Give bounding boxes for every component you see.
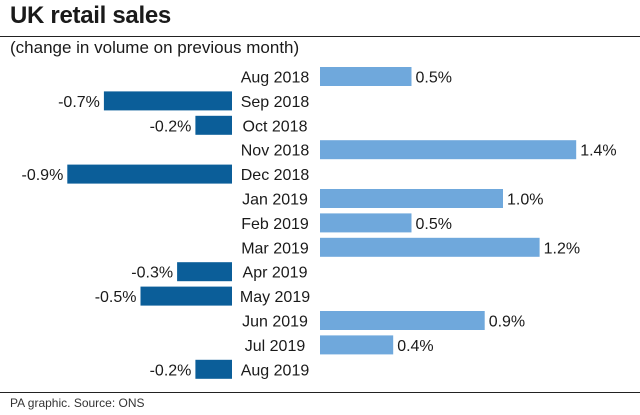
- bar-dec-2018: [67, 164, 232, 184]
- category-label: Mar 2019: [241, 240, 309, 257]
- bar-feb-2019: [320, 213, 412, 233]
- value-label: -0.9%: [22, 167, 64, 184]
- value-label: -0.2%: [150, 362, 192, 379]
- value-label: 0.5%: [416, 216, 452, 233]
- chart-subtitle: (change in volume on previous month): [10, 38, 300, 57]
- value-label: 1.4%: [580, 143, 616, 160]
- category-label: Sep 2018: [241, 94, 310, 111]
- value-label: 0.5%: [416, 70, 452, 87]
- category-label: Apr 2019: [243, 265, 308, 282]
- source-note: PA graphic. Source: ONS: [10, 396, 145, 410]
- value-label: -0.2%: [150, 118, 192, 135]
- bar-apr-2019: [177, 262, 232, 282]
- bar-jul-2019: [320, 335, 394, 355]
- category-label: Aug 2018: [241, 70, 310, 87]
- bar-jan-2019: [320, 189, 503, 208]
- value-label: 0.4%: [397, 338, 433, 355]
- value-label: -0.7%: [58, 94, 100, 111]
- bar-mar-2019: [320, 237, 540, 257]
- value-label: -0.5%: [95, 289, 137, 306]
- value-label: 1.0%: [507, 192, 543, 209]
- bar-aug-2019: [195, 359, 232, 379]
- footer-divider: [0, 392, 640, 393]
- value-label: 1.2%: [544, 240, 580, 257]
- category-label: Jul 2019: [245, 338, 306, 355]
- category-label: May 2019: [240, 289, 310, 306]
- value-label: -0.3%: [131, 265, 173, 282]
- category-label: Nov 2018: [241, 143, 310, 160]
- bar-may-2019: [140, 286, 232, 306]
- category-label: Oct 2018: [243, 118, 308, 135]
- category-label: Jan 2019: [242, 192, 308, 209]
- bar-sep-2018: [103, 91, 233, 111]
- value-label: 0.9%: [489, 314, 525, 331]
- category-label: Aug 2019: [241, 362, 310, 379]
- title-divider: [0, 36, 640, 37]
- bar-aug-2018: [320, 67, 412, 86]
- bar-oct-2018: [195, 115, 232, 135]
- category-label: Dec 2018: [241, 167, 310, 184]
- chart-title: UK retail sales: [10, 2, 171, 29]
- bar-nov-2018: [320, 140, 577, 160]
- category-label: Jun 2019: [242, 314, 308, 331]
- category-label: Feb 2019: [241, 216, 309, 233]
- bar-jun-2019: [320, 311, 485, 330]
